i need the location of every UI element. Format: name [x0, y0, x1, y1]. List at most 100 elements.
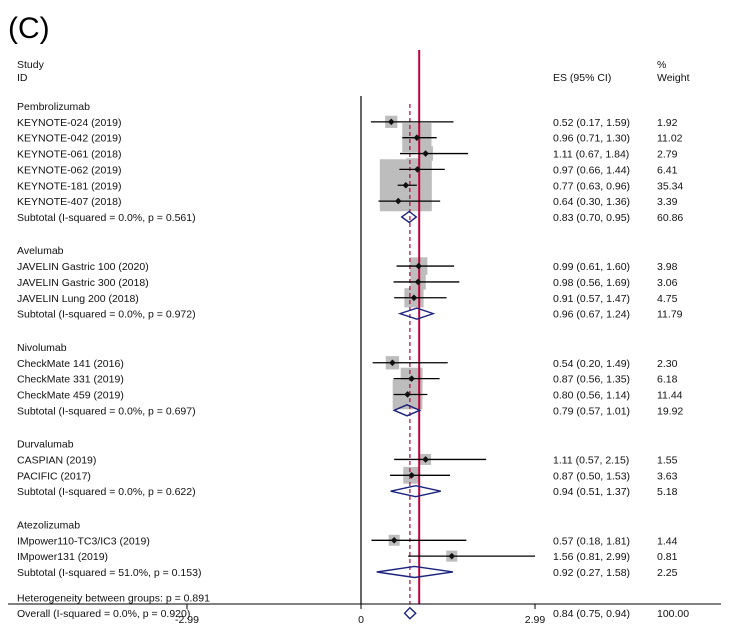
subtotal-label: Subtotal (I-squared = 0.0%, p = 0.697) [17, 405, 196, 417]
subtotal-es: 0.96 (0.67, 1.24) [553, 309, 630, 321]
study-label: JAVELIN Gastric 100 (2020) [17, 261, 149, 273]
heterogeneity-text: Heterogeneity between groups: p = 0.891 [17, 592, 210, 604]
study-es: 1.11 (0.67, 1.84) [553, 149, 629, 161]
overall-label: Overall (I-squared = 0.0%, p = 0.920) [17, 608, 190, 620]
study-es: 0.91 (0.57, 1.47) [553, 293, 630, 305]
group-label: Pembrolizumab [17, 101, 90, 113]
study-es: 0.57 (0.18, 1.81) [553, 535, 630, 547]
subtotal-label: Subtotal (I-squared = 0.0%, p = 0.561) [17, 212, 196, 224]
group-label: Durvalumab [17, 439, 74, 451]
point-estimate [387, 118, 395, 126]
study-label: KEYNOTE-061 (2018) [17, 149, 121, 161]
panel-label: (C) [8, 12, 50, 45]
study-weight: 2.30 [657, 358, 678, 370]
study-label: CASPIAN (2019) [17, 454, 96, 466]
header-percent: % [657, 59, 666, 71]
study-rows: Pembrolizumab KEYNOTE-024 (2019) 0.52 (0.1… [17, 101, 689, 620]
study-es: 1.56 (0.81, 2.99) [553, 551, 630, 563]
study-weight: 2.79 [657, 149, 678, 161]
study-weight: 0.81 [657, 551, 678, 563]
study-label: IMpower131 (2019) [17, 551, 108, 563]
study-es: 0.52 (0.17, 1.59) [553, 117, 630, 129]
study-label: JAVELIN Lung 200 (2018) [17, 293, 139, 305]
study-weight: 3.06 [657, 277, 678, 289]
subtotal-diamond [376, 565, 454, 579]
x-axis: -2.99 0 2.99 [8, 603, 721, 626]
subtotal-label: Subtotal (I-squared = 0.0%, p = 0.972) [17, 309, 196, 321]
study-es: 0.98 (0.56, 1.69) [553, 277, 630, 289]
header-weight: Weight [657, 72, 690, 84]
point-estimate [448, 552, 456, 560]
study-weight: 11.44 [657, 389, 683, 401]
study-weight: 4.75 [657, 293, 678, 305]
subtotal-weight: 11.79 [657, 309, 683, 321]
subtotal-diamond [400, 210, 418, 224]
point-estimate [410, 294, 418, 302]
study-label: IMpower110-TC3/IC3 (2019) [17, 535, 150, 547]
group-label: Avelumab [17, 245, 64, 257]
study-es: 0.64 (0.30, 1.36) [553, 196, 630, 208]
study-es: 0.77 (0.63, 0.96) [553, 180, 630, 192]
study-es: 0.87 (0.56, 1.35) [553, 374, 630, 386]
study-label: CheckMate 331 (2019) [17, 374, 124, 386]
study-weight: 6.41 [657, 164, 678, 176]
study-label: CheckMate 141 (2016) [17, 358, 124, 370]
point-estimate [408, 375, 415, 382]
subtotal-es: 0.79 (0.57, 1.01) [553, 405, 630, 417]
study-weight: 1.55 [657, 454, 678, 466]
header-study: Study [17, 59, 45, 71]
study-label: KEYNOTE-407 (2018) [17, 196, 121, 208]
study-label: PACIFIC (2017) [17, 470, 91, 482]
study-es: 0.99 (0.61, 1.60) [553, 261, 630, 273]
study-weight: 3.39 [657, 196, 678, 208]
point-estimate [390, 536, 398, 544]
study-es: 1.11 (0.57, 2.15) [553, 454, 629, 466]
point-estimate [402, 181, 410, 189]
study-weight: 3.98 [657, 261, 678, 273]
subtotal-label: Subtotal (I-squared = 0.0%, p = 0.622) [17, 486, 196, 498]
study-label: CheckMate 459 (2019) [17, 389, 124, 401]
overall-weight: 100.00 [657, 608, 689, 620]
point-estimate [415, 262, 422, 270]
study-es: 0.54 (0.20, 1.49) [553, 358, 630, 370]
subtotal-weight: 60.86 [657, 212, 683, 224]
point-estimate [414, 278, 422, 286]
subtotal-diamond [390, 484, 441, 498]
study-marks [370, 118, 536, 620]
subtotal-diamond [392, 404, 422, 417]
study-label: JAVELIN Gastric 300 (2018) [17, 277, 149, 289]
point-estimate [422, 456, 429, 463]
header-es: ES (95% CI) [553, 72, 611, 84]
point-estimate [422, 150, 429, 157]
subtotal-weight: 2.25 [657, 567, 678, 579]
group-label: Atezolizumab [17, 519, 80, 531]
study-es: 0.97 (0.66, 1.44) [553, 164, 630, 176]
overall-es: 0.84 (0.75, 0.94) [553, 608, 630, 620]
subtotal-es: 0.92 (0.27, 1.58) [553, 567, 630, 579]
study-label: KEYNOTE-042 (2019) [17, 133, 121, 145]
header-id: ID [17, 72, 28, 84]
study-label: KEYNOTE-062 (2019) [17, 164, 121, 176]
study-es: 0.96 (0.71, 1.30) [553, 133, 630, 145]
subtotal-weight: 19.92 [657, 405, 683, 417]
study-weight: 1.44 [657, 535, 678, 547]
study-weight: 3.63 [657, 470, 678, 482]
point-estimate [394, 197, 402, 205]
point-estimate [408, 472, 415, 479]
axis-tick-label: -2.99 [175, 614, 199, 626]
study-weight: 6.18 [657, 374, 678, 386]
point-estimate [404, 391, 411, 398]
axis-tick-label: 2.99 [525, 614, 546, 626]
study-es: 0.80 (0.56, 1.14) [553, 389, 630, 401]
subtotal-es: 0.94 (0.51, 1.37) [553, 486, 630, 498]
point-estimate [389, 359, 396, 367]
subtotal-weight: 5.18 [657, 486, 678, 498]
group-label: Nivolumab [17, 342, 67, 354]
overall-diamond [403, 606, 417, 620]
point-estimate [413, 134, 421, 141]
study-es: 0.87 (0.50, 1.53) [553, 470, 630, 482]
subtotal-label: Subtotal (I-squared = 51.0%, p = 0.153) [17, 567, 201, 579]
study-weight: 35.34 [657, 180, 683, 192]
subtotal-es: 0.83 (0.70, 0.95) [553, 212, 630, 224]
